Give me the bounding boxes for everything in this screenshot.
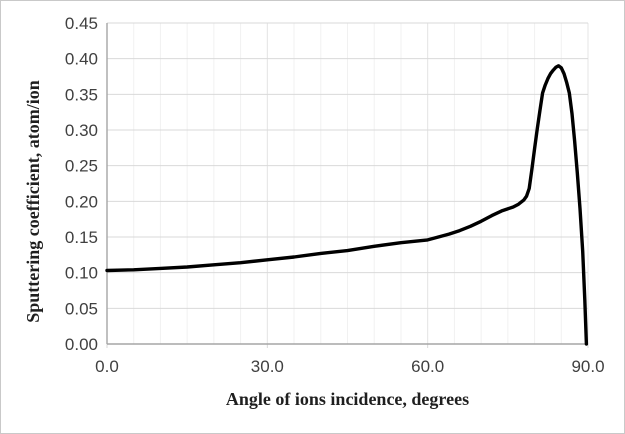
y-tick-label: 0.15 <box>65 228 98 247</box>
x-tick-label: 0.0 <box>95 357 119 376</box>
y-tick-label: 0.30 <box>65 121 98 140</box>
y-tick-label: 0.20 <box>65 192 98 211</box>
y-tick-label: 0.00 <box>65 335 98 354</box>
y-tick-label: 0.35 <box>65 85 98 104</box>
x-axis-title: Angle of ions incidence, degrees <box>225 389 470 409</box>
x-tick-label: 60.0 <box>411 357 444 376</box>
y-tick-label: 0.05 <box>65 299 98 318</box>
y-tick-label: 0.45 <box>65 14 98 33</box>
y-tick-label: 0.40 <box>65 50 98 69</box>
series-line-sputtering-coefficient <box>105 64 589 346</box>
y-tick-label: 0.10 <box>65 264 98 283</box>
x-tick-label: 30.0 <box>251 357 284 376</box>
y-axis-title: Sputtering coefficient, atom/ion <box>23 80 43 323</box>
x-tick-label: 90.0 <box>571 357 604 376</box>
y-tick-label: 0.25 <box>65 157 98 176</box>
